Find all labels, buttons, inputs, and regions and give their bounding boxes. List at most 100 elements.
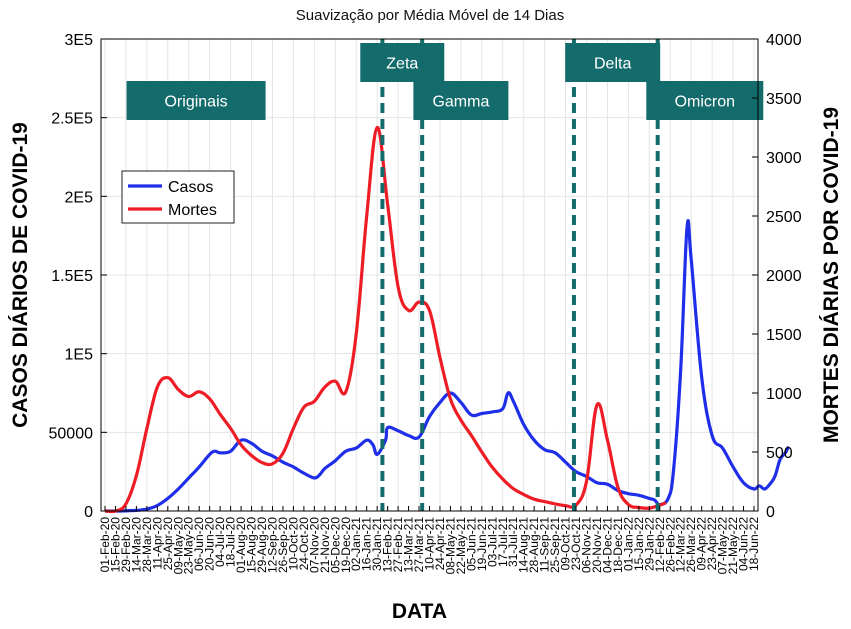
x-tick-label: 12-Sep-20 — [265, 517, 279, 573]
x-tick-label: 13-Feb-21 — [381, 517, 395, 573]
x-tick-label: 10-Apr-21 — [423, 517, 437, 571]
x-tick-label: 12-Mar-22 — [674, 517, 688, 573]
x-tick-label: 01-Feb-20 — [98, 517, 112, 573]
x-tick-label: 11-Sep-21 — [538, 517, 552, 572]
x-tick-label: 15-Feb-20 — [108, 517, 122, 573]
left-tick-label: 1.5E5 — [51, 268, 93, 285]
x-tick-label: 26-Feb-22 — [663, 517, 677, 573]
variant-originais: Originais — [126, 81, 266, 120]
legend: Casos Mortes — [121, 170, 235, 224]
x-tick-label: 04-Jul-20 — [213, 517, 227, 567]
x-tick-label: 18-Dec-21 — [611, 517, 625, 573]
x-tick-label: 14-Mar-20 — [129, 517, 143, 573]
x-tick-label: 24-Oct-20 — [297, 517, 311, 571]
x-axis-ticks: 01-Feb-2015-Feb-2029-Feb-2014-Mar-2028-M… — [98, 506, 761, 574]
y-axis-right-label: MORTES DIÁRIAS POR COVID-19 — [820, 107, 843, 443]
x-tick-label: 20-Nov-21 — [590, 517, 604, 573]
x-tick-label: 27-Feb-21 — [391, 517, 405, 573]
right-axis-ticks: 0 500 1000 1500 2000 2500 3000 3500 4000 — [752, 32, 802, 521]
variant-label: Delta — [594, 56, 631, 73]
variant-zeta: Zeta — [360, 43, 445, 82]
x-tick-label: 25-Apr-20 — [161, 517, 175, 571]
variant-gamma: Gamma — [413, 81, 509, 120]
variant-lines — [380, 39, 660, 511]
x-tick-label: 16-Jan-21 — [360, 517, 374, 571]
x-tick-label: 11-Apr-20 — [150, 517, 164, 570]
chart-title: Suavização por Média Móvel de 14 Dias — [296, 7, 564, 24]
x-tick-label: 19-Dec-20 — [339, 517, 353, 573]
variant-label: Originais — [164, 94, 227, 111]
x-tick-label: 23-Oct-21 — [569, 517, 583, 571]
x-tick-label: 21-Nov-20 — [318, 517, 332, 573]
variant-label: Gamma — [432, 94, 489, 111]
x-tick-label: 09-Apr-22 — [695, 517, 709, 571]
x-tick-label: 10-Oct-20 — [286, 517, 300, 571]
x-tick-label: 27-Mar-21 — [412, 517, 426, 573]
x-tick-label: 09-May-20 — [171, 517, 185, 575]
x-tick-label: 29-Aug-20 — [255, 517, 269, 573]
x-tick-label: 12-Feb-22 — [653, 517, 667, 573]
right-tick-label: 3000 — [766, 150, 802, 167]
legend-label-mortes: Mortes — [168, 202, 217, 219]
x-tick-label: 05-Dec-20 — [328, 517, 342, 573]
variant-box — [646, 81, 764, 120]
x-axis-label: DATA — [392, 600, 447, 623]
x-tick-label: 29-Jan-22 — [642, 517, 656, 571]
x-tick-label: 07-May-22 — [716, 517, 730, 575]
x-tick-label: 28-Aug-21 — [527, 517, 541, 573]
x-tick-label: 07-Nov-20 — [307, 517, 321, 573]
x-tick-label: 28-Mar-20 — [140, 517, 154, 573]
series-line-mortes — [104, 125, 667, 514]
right-tick-label: 4000 — [766, 32, 802, 49]
x-tick-label: 20-Jun-20 — [203, 517, 217, 571]
x-tick-label: 08-May-21 — [443, 517, 457, 575]
x-tick-label: 06-Jun-20 — [192, 517, 206, 571]
x-tick-label: 14-Aug-21 — [517, 517, 531, 573]
series-layer — [104, 125, 790, 514]
x-tick-label: 17-Jul-21 — [496, 517, 510, 567]
variant-omicron: Omicron — [646, 81, 764, 120]
x-tick-label: 31-Jul-21 — [506, 517, 520, 567]
left-tick-label: 50000 — [49, 425, 94, 442]
x-tick-label: 15-Jan-22 — [632, 517, 646, 571]
right-tick-label: 3500 — [766, 91, 802, 108]
right-tick-label: 2000 — [766, 268, 802, 285]
x-tick-label: 13-Mar-21 — [402, 517, 416, 573]
x-tick-label: 18-Jul-20 — [224, 517, 238, 567]
left-tick-label: 0 — [84, 504, 93, 521]
x-tick-label: 06-Nov-21 — [580, 517, 594, 573]
x-tick-label: 18-Jun-22 — [747, 517, 761, 571]
variant-box — [565, 43, 661, 82]
left-tick-label: 2.5E5 — [51, 111, 93, 128]
x-tick-label: 04-Jun-22 — [737, 517, 751, 571]
x-tick-label: 26-Sep-20 — [276, 517, 290, 573]
right-tick-label: 1500 — [766, 327, 802, 344]
x-tick-label: 24-Apr-21 — [433, 517, 447, 571]
variant-box — [360, 43, 445, 82]
x-tick-label: 05-Jun-21 — [464, 517, 478, 571]
left-tick-label: 2E5 — [65, 189, 94, 206]
left-tick-label: 3E5 — [65, 32, 94, 49]
left-tick-label: 1E5 — [65, 347, 94, 364]
variant-box — [126, 81, 266, 120]
right-tick-label: 500 — [766, 445, 793, 462]
x-tick-label: 01-Aug-20 — [234, 517, 248, 573]
right-tick-label: 2500 — [766, 209, 802, 226]
variant-boxes: Originais Zeta Gamma Delta Omicron — [126, 43, 764, 120]
variant-delta: Delta — [565, 43, 661, 82]
x-tick-label: 19-Jun-21 — [475, 517, 489, 571]
right-tick-label: 1000 — [766, 386, 802, 403]
legend-box — [121, 170, 235, 224]
series-line-casos — [104, 219, 790, 513]
x-tick-label: 03-Jul-21 — [485, 517, 499, 567]
x-tick-label: 02-Jan-21 — [349, 517, 363, 571]
right-tick-label: 0 — [766, 504, 775, 521]
left-axis-ticks: 0 50000 1E5 1.5E5 2E5 2.5E5 3E5 — [49, 32, 107, 521]
legend-label-casos: Casos — [168, 179, 213, 196]
x-tick-label: 04-Dec-21 — [600, 517, 614, 573]
x-tick-label: 21-May-22 — [726, 517, 740, 575]
variant-box — [413, 81, 509, 120]
x-tick-label: 23-Apr-22 — [705, 517, 719, 571]
x-tick-label: 25-Sep-21 — [548, 517, 562, 573]
